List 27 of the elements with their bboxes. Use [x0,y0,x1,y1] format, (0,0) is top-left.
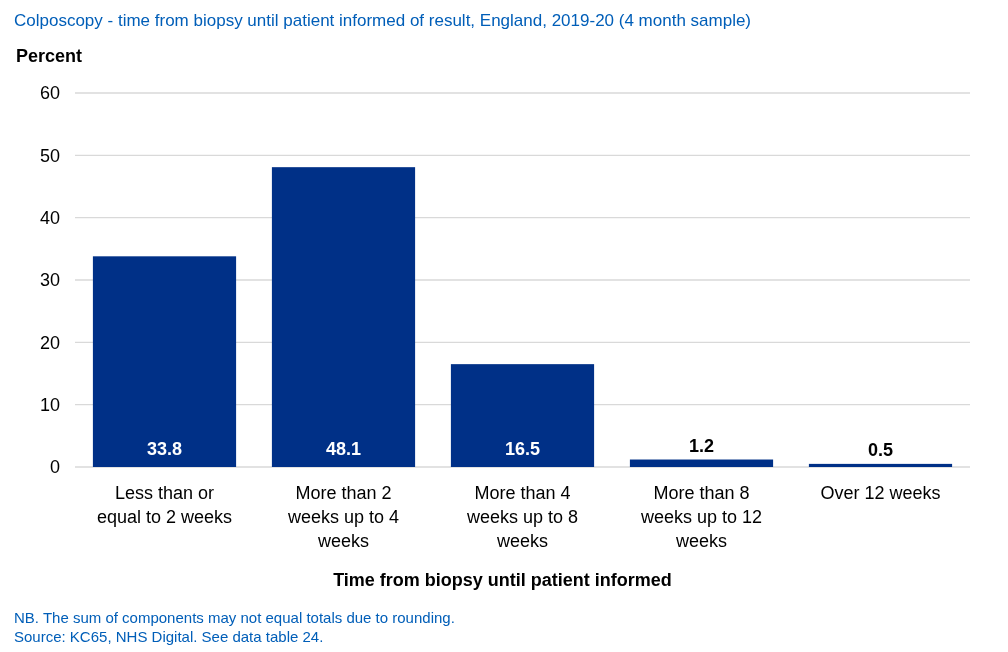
y-tick-label: 30 [39,270,60,291]
y-tick-label: 50 [39,145,60,166]
y-tick-label: 0 [49,457,60,478]
y-tick-label: 20 [39,332,60,353]
y-tick-label: 40 [39,207,60,228]
data-label: 48.1 [325,439,362,459]
x-tick-label: Over 12 weeks [820,483,941,503]
x-axis-title: Time from biopsy until patient informed [333,570,672,590]
y-axis-title: Percent [16,46,83,66]
x-tick-label: Less than or equal to 2 weeks [96,483,233,527]
text: NB. The sum of components may not equal totals due to rounding. [14,609,455,626]
bar [629,459,774,467]
chart-title: Colposcopy - time from biopsy until patient informed of result, England, 2019-20 (4 month sample) [14,11,752,30]
bar [271,167,416,467]
bar [450,364,595,467]
source-note: Source: KC65, NHS Digital. See data table 24. [14,628,324,645]
y-tick-label: 60 [39,83,60,104]
data-label: 33.8 [146,439,183,459]
data-label: 0.5 [867,439,894,460]
x-tick-label: More than 8 weeks up to 12 weeks [639,483,763,551]
y-tick-label: 10 [39,394,60,415]
data-label: 1.2 [688,435,715,456]
x-tick-label: More than 4 weeks up to 8 weeks [465,483,579,551]
x-tick-label: More than 2 weeks up to 4 weeks [286,483,400,551]
bar [808,463,953,467]
bar [92,256,237,467]
data-label: 16.5 [504,439,541,459]
